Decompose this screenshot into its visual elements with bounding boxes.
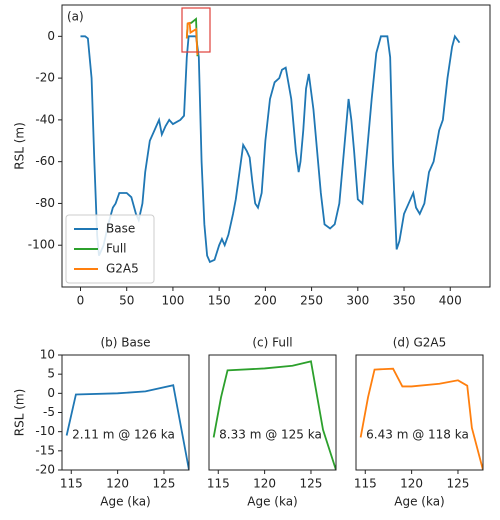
panel-title: (d) G2A5: [393, 336, 447, 350]
x-tick-label: 150: [208, 294, 231, 308]
legend-label: G2A5: [106, 262, 139, 276]
x-tick-label: 250: [300, 294, 323, 308]
axes-frame: [61, 354, 190, 471]
series-line: [80, 34, 461, 264]
legend-box: [65, 214, 155, 284]
y-tick-label: -20: [35, 463, 55, 477]
y-tick-label: 10: [40, 348, 55, 362]
x-tick-label: 200: [254, 294, 277, 308]
legend-label: Full: [106, 242, 127, 256]
y-tick-label: -80: [35, 196, 55, 210]
axes-frame: [355, 354, 484, 471]
series-line: [185, 21, 199, 56]
y-tick-label: -60: [35, 154, 55, 168]
y-tick-label: -40: [35, 112, 55, 126]
panel-title: (c) Full: [252, 336, 292, 350]
y-tick-label: 5: [47, 367, 55, 381]
x-tick-label: 125: [153, 477, 176, 491]
legend-label: Base: [106, 222, 135, 236]
y-tick-label: -20: [35, 71, 55, 85]
y-tick-label: -100: [28, 238, 55, 252]
y-tick-label: -10: [35, 424, 55, 438]
y-axis-label: RSL (m): [13, 122, 27, 170]
series-line: [65, 384, 189, 470]
y-tick-label: -15: [35, 443, 55, 457]
annotation: 8.33 m @ 125 ka: [219, 428, 322, 442]
y-tick-label: 0: [47, 29, 55, 43]
panel-title: (b) Base: [100, 336, 150, 350]
x-axis-label: Age (ka): [247, 495, 297, 509]
x-axis-label: Age (ka): [100, 495, 150, 509]
x-tick-label: 50: [119, 294, 134, 308]
x-tick-label: 125: [447, 477, 470, 491]
x-tick-label: 115: [60, 477, 83, 491]
x-tick-label: 0: [77, 294, 85, 308]
x-tick-label: 125: [300, 477, 323, 491]
x-tick-label: 400: [439, 294, 462, 308]
series-line: [359, 367, 483, 470]
x-axis-label: Age (ka): [394, 495, 444, 509]
annotation: 2.11 m @ 126 ka: [72, 428, 175, 442]
x-tick-label: 100: [161, 294, 184, 308]
annotation: 6.43 m @ 118 ka: [366, 428, 469, 442]
panel-label: (a): [67, 10, 84, 24]
x-tick-label: 300: [346, 294, 369, 308]
highlight-box: [181, 7, 211, 53]
y-axis-label: RSL (m): [13, 389, 27, 437]
x-tick-label: 350: [393, 294, 416, 308]
x-tick-label: 120: [106, 477, 129, 491]
x-tick-label: 120: [400, 477, 423, 491]
y-tick-label: -5: [43, 405, 55, 419]
y-tick-label: 0: [47, 386, 55, 400]
axes-frame: [208, 354, 337, 471]
x-tick-label: 115: [354, 477, 377, 491]
x-tick-label: 120: [253, 477, 276, 491]
x-tick-label: 115: [207, 477, 230, 491]
series-line: [212, 360, 336, 470]
axes-frame: [61, 4, 491, 288]
